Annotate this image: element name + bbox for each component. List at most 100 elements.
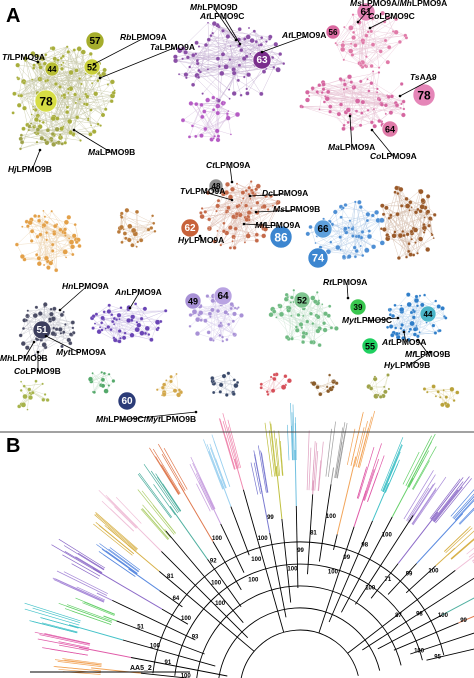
tree-leaf bbox=[433, 476, 470, 522]
network-node bbox=[37, 115, 40, 118]
network-node bbox=[237, 63, 242, 67]
cluster-number-text: 52 bbox=[87, 63, 97, 73]
network-edge bbox=[121, 217, 138, 243]
network-node bbox=[260, 36, 264, 40]
network-node bbox=[229, 45, 232, 48]
protein-name: LPMO9A bbox=[215, 160, 250, 170]
tree-leaf bbox=[110, 508, 135, 532]
network-node bbox=[149, 337, 154, 342]
tree-leaf bbox=[273, 430, 279, 477]
network-node bbox=[394, 326, 398, 330]
network-edge bbox=[201, 216, 225, 231]
network-node bbox=[432, 237, 435, 240]
network-node bbox=[408, 209, 411, 212]
network-edge bbox=[327, 82, 372, 99]
tree-arc bbox=[240, 629, 359, 678]
protein-label-text: CoLPMO9B bbox=[14, 366, 61, 376]
cluster-number-bubble bbox=[184, 292, 202, 310]
network-node bbox=[233, 226, 238, 231]
tree-leaf bbox=[350, 413, 364, 466]
network-node bbox=[440, 306, 445, 311]
bootstrap-value: 95 bbox=[434, 654, 441, 660]
tree-leaf bbox=[362, 443, 382, 501]
network-edge bbox=[34, 62, 39, 127]
network-edge bbox=[219, 36, 229, 67]
network-node bbox=[52, 231, 57, 236]
network-node bbox=[402, 107, 406, 111]
network-node bbox=[59, 312, 65, 317]
tree-leaf bbox=[59, 644, 89, 651]
network-node bbox=[410, 237, 413, 241]
network-node bbox=[391, 233, 397, 239]
network-node bbox=[16, 76, 19, 79]
network-cluster bbox=[422, 384, 460, 409]
network-node bbox=[363, 63, 367, 68]
network-node bbox=[62, 93, 67, 97]
species-abbrev: Ms bbox=[273, 204, 285, 214]
network-node bbox=[89, 75, 93, 78]
network-node bbox=[70, 244, 75, 250]
network-node bbox=[109, 99, 114, 104]
network-edge bbox=[402, 213, 428, 232]
network-node bbox=[53, 224, 58, 229]
tree-clade bbox=[189, 456, 222, 525]
network-node bbox=[405, 203, 411, 209]
network-node bbox=[409, 310, 414, 315]
bootstrap-value: 100 bbox=[328, 569, 339, 575]
protein-label-at9a: AtLPMO9A bbox=[260, 30, 326, 54]
network-edge bbox=[46, 241, 72, 259]
tree-leaf bbox=[385, 464, 399, 493]
network-node bbox=[411, 315, 416, 320]
network-node bbox=[188, 313, 193, 317]
network-edge bbox=[120, 228, 138, 243]
network-edge bbox=[311, 327, 332, 343]
network-node bbox=[409, 320, 415, 327]
network-node bbox=[407, 242, 411, 246]
network-edge bbox=[327, 98, 349, 123]
network-node bbox=[359, 244, 362, 248]
network-edge bbox=[219, 54, 224, 101]
network-node bbox=[351, 35, 356, 40]
network-cluster bbox=[299, 70, 406, 131]
tree-branch bbox=[458, 615, 474, 624]
network-edge bbox=[279, 306, 289, 339]
protein-label-ma1: MaLPMO9B bbox=[72, 128, 135, 157]
network-node bbox=[79, 139, 82, 142]
species-abbrev: Ts bbox=[410, 72, 420, 82]
network-node bbox=[91, 372, 94, 375]
network-edge bbox=[382, 198, 407, 206]
network-node bbox=[96, 79, 100, 83]
network-node bbox=[62, 61, 65, 64]
network-node bbox=[102, 67, 107, 73]
network-node bbox=[380, 203, 385, 208]
tree-leaf bbox=[162, 468, 180, 495]
tree-backbone-branch bbox=[269, 532, 287, 618]
protein-name: LPMO9B bbox=[285, 204, 320, 214]
network-edge bbox=[34, 215, 47, 233]
network-node bbox=[414, 298, 420, 304]
protein-label-ma9a: MaLPMO9A bbox=[328, 114, 375, 152]
network-edge bbox=[129, 229, 149, 241]
network-node bbox=[212, 108, 216, 112]
network-node bbox=[188, 65, 192, 69]
network-node bbox=[139, 330, 145, 336]
network-node bbox=[420, 198, 426, 203]
tree-clade bbox=[353, 443, 385, 527]
network-edge bbox=[113, 303, 136, 325]
tree-leaf bbox=[157, 476, 181, 512]
network-node bbox=[229, 306, 233, 311]
cluster-number-62: 62 bbox=[180, 218, 200, 238]
network-node bbox=[282, 62, 286, 65]
protein-label-mf9b: MfLPMO9B bbox=[405, 338, 450, 359]
tree-leaf bbox=[24, 602, 81, 622]
protein-name: AA9 bbox=[420, 72, 437, 82]
network-node bbox=[389, 307, 393, 311]
network-node bbox=[317, 83, 322, 88]
network-node bbox=[120, 215, 124, 219]
network-node bbox=[325, 385, 329, 389]
network-edge bbox=[65, 52, 84, 143]
protein-label-myt9c: MytLPMO9C bbox=[342, 315, 400, 325]
outgroup-label: AA5_2 bbox=[130, 665, 152, 672]
network-edge bbox=[24, 309, 52, 321]
network-node bbox=[401, 99, 406, 104]
